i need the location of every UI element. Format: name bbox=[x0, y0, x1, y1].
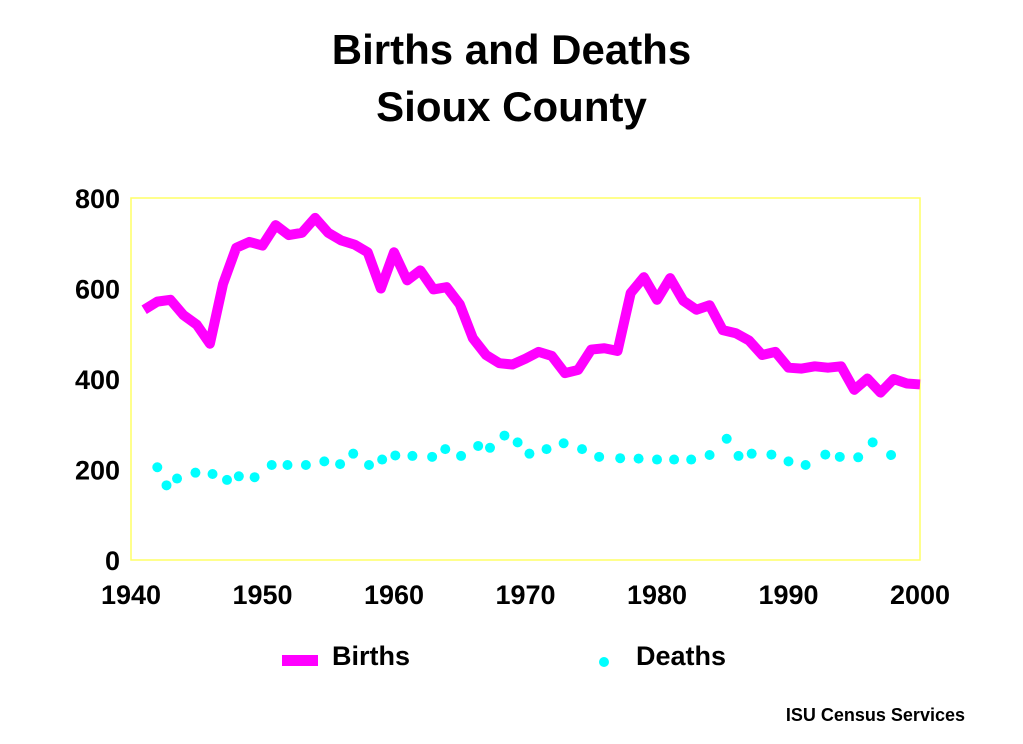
deaths-point bbox=[834, 451, 845, 462]
deaths-point bbox=[800, 459, 811, 470]
deaths-point bbox=[300, 459, 311, 470]
y-tick-label: 600 bbox=[75, 275, 120, 305]
deaths-point bbox=[633, 453, 644, 464]
deaths-point bbox=[558, 438, 569, 449]
deaths-point bbox=[733, 450, 744, 461]
deaths-point bbox=[249, 472, 260, 483]
chart-title-line2: Sioux County bbox=[376, 83, 647, 130]
deaths-point bbox=[319, 456, 330, 467]
deaths-point bbox=[407, 450, 418, 461]
deaths-point bbox=[704, 450, 715, 461]
deaths-point bbox=[853, 452, 864, 463]
deaths-point bbox=[152, 462, 163, 473]
deaths-point bbox=[473, 440, 484, 451]
deaths-point bbox=[348, 448, 359, 459]
deaths-point bbox=[456, 450, 467, 461]
legend bbox=[282, 655, 609, 667]
deaths-point bbox=[615, 453, 626, 464]
deaths-point bbox=[766, 449, 777, 460]
deaths-point bbox=[594, 451, 605, 462]
deaths-point bbox=[172, 473, 183, 484]
y-tick-label: 0 bbox=[105, 546, 120, 576]
chart-title-line1: Births and Deaths bbox=[331, 26, 692, 73]
deaths-point bbox=[221, 474, 232, 485]
y-axis-ticks: 0 200 400 600 800 bbox=[75, 184, 120, 576]
y-tick-label: 800 bbox=[75, 184, 120, 214]
deaths-point bbox=[190, 467, 201, 478]
deaths-point bbox=[541, 444, 552, 455]
x-tick-label: 1940 bbox=[101, 580, 161, 610]
legend-deaths-swatch bbox=[599, 657, 609, 667]
source-credit: ISU Census Services bbox=[785, 705, 965, 725]
x-tick-label: 1980 bbox=[627, 580, 687, 610]
deaths-point bbox=[427, 451, 438, 462]
deaths-point bbox=[484, 442, 495, 453]
y-tick-label: 200 bbox=[75, 456, 120, 486]
deaths-point bbox=[207, 469, 218, 480]
x-axis-ticks: 1940 1950 1960 1970 1980 1990 2000 bbox=[101, 580, 950, 610]
x-tick-label: 1960 bbox=[364, 580, 424, 610]
deaths-point bbox=[577, 444, 588, 455]
deaths-point bbox=[390, 450, 401, 461]
legend-deaths-label: Deaths bbox=[636, 641, 727, 671]
deaths-point bbox=[524, 448, 535, 459]
deaths-point bbox=[721, 433, 732, 444]
deaths-point bbox=[335, 459, 346, 470]
deaths-point bbox=[886, 450, 897, 461]
y-tick-label: 400 bbox=[75, 365, 120, 395]
x-tick-label: 1990 bbox=[758, 580, 818, 610]
legend-births-label: Births bbox=[332, 641, 411, 671]
deaths-point bbox=[867, 437, 878, 448]
births-line bbox=[141, 212, 921, 398]
deaths-point bbox=[686, 454, 697, 465]
x-tick-label: 2000 bbox=[890, 580, 950, 610]
deaths-point bbox=[377, 454, 388, 465]
plot-area-frame bbox=[130, 197, 921, 561]
deaths-point bbox=[669, 454, 680, 465]
deaths-point bbox=[282, 459, 293, 470]
deaths-point bbox=[266, 459, 277, 470]
legend-births-swatch bbox=[282, 655, 318, 666]
x-tick-label: 1950 bbox=[232, 580, 292, 610]
deaths-point bbox=[364, 459, 375, 470]
deaths-point bbox=[820, 449, 831, 460]
series-layer bbox=[141, 212, 921, 491]
deaths-point bbox=[652, 454, 662, 465]
x-tick-label: 1970 bbox=[495, 580, 555, 610]
deaths-point bbox=[161, 480, 172, 491]
deaths-point bbox=[783, 456, 794, 467]
deaths-point bbox=[440, 444, 451, 455]
deaths-point bbox=[746, 448, 757, 459]
deaths-point bbox=[512, 437, 523, 448]
deaths-point bbox=[233, 471, 244, 482]
deaths-point bbox=[499, 430, 510, 441]
